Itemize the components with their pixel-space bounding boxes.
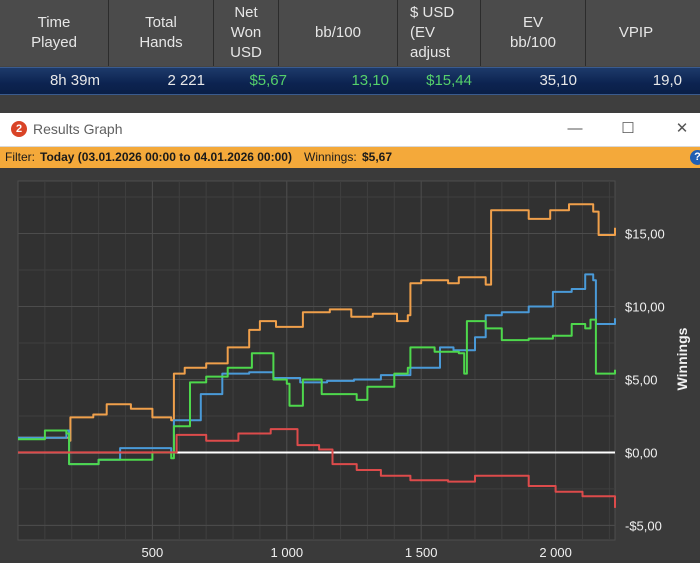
close-button[interactable]: ✕	[675, 120, 689, 137]
total-hands-value: 2 221	[167, 72, 205, 89]
y-axis-label: Winnings	[674, 327, 690, 390]
y-tick-label: $15,00	[625, 227, 665, 242]
vpip-value: 19,0	[652, 72, 682, 89]
column-header-ev-adjusted[interactable]: $ USD (EV adjust	[410, 4, 455, 61]
column-header-vpip[interactable]: VPIP	[618, 24, 654, 41]
winnings-label: Winnings:	[304, 150, 357, 164]
x-tick-label: 1 500	[405, 545, 438, 560]
table-bottom-strip	[0, 95, 700, 113]
series-line-non-showdown-winnings[interactable]	[18, 428, 616, 508]
column-header-ev-bb100[interactable]: EV bb/100	[510, 14, 556, 51]
window-titlebar[interactable]: 2 Results Graph — ☐ ✕	[0, 113, 700, 147]
window-title: Results Graph	[33, 121, 123, 137]
x-tick-label: 1 000	[271, 545, 304, 560]
y-tick-label: $0,00	[625, 445, 658, 460]
column-separator	[585, 0, 586, 66]
column-header-time-played[interactable]: Time Played	[31, 14, 77, 51]
series-line-showdown-winnings[interactable]	[18, 273, 616, 466]
time-played-value: 8h 39m	[49, 72, 100, 89]
column-separator	[397, 0, 398, 66]
series-line-all-in-ev[interactable]	[18, 203, 616, 442]
column-separator	[213, 0, 214, 66]
stats-data-row[interactable]: 8h 39m 2 221 $5,67 13,10 $15,44 35,10 19…	[0, 67, 700, 95]
minimize-button[interactable]: —	[567, 120, 583, 137]
bb100-value: 13,10	[351, 72, 389, 89]
maximize-button[interactable]: ☐	[621, 120, 635, 137]
filter-label: Filter:	[5, 150, 35, 164]
column-header-bb100[interactable]: bb/100	[315, 24, 361, 41]
y-tick-label: $10,00	[625, 300, 665, 315]
column-separator	[480, 0, 481, 66]
net-won-value: $5,67	[249, 72, 287, 89]
stats-header-row: Time Played Total Hands Net Won USD bb/1…	[0, 0, 700, 66]
results-graph-window: 2 Results Graph — ☐ ✕ Filter: Today (03.…	[0, 113, 700, 563]
filter-bar[interactable]: Filter: Today (03.01.2026 00:00 to 04.01…	[0, 147, 700, 168]
y-tick-label: -$5,00	[625, 518, 662, 533]
results-chart: 500 1 000 1 500 2 000 -$5,00 $0,00 $5,00 $10,00…	[0, 169, 700, 563]
column-separator	[108, 0, 109, 66]
winnings-value: $5,67	[362, 150, 393, 164]
filter-value[interactable]: Today (03.01.2026 00:00 to 04.01.2026 00…	[40, 150, 292, 164]
column-separator	[278, 0, 279, 66]
ev-adjusted-value: $15,44	[426, 72, 472, 89]
column-header-net-won[interactable]: Net Won USD	[230, 4, 262, 61]
column-header-total-hands[interactable]: Total Hands	[139, 14, 183, 51]
app-logo-icon: 2	[11, 121, 27, 137]
y-tick-label: $5,00	[625, 372, 658, 387]
ev-bb100-value: 35,10	[539, 72, 577, 89]
x-tick-label: 2 000	[539, 545, 572, 560]
x-tick-label: 500	[142, 545, 164, 560]
plot-area	[17, 180, 616, 541]
help-icon[interactable]: ?	[690, 150, 700, 165]
